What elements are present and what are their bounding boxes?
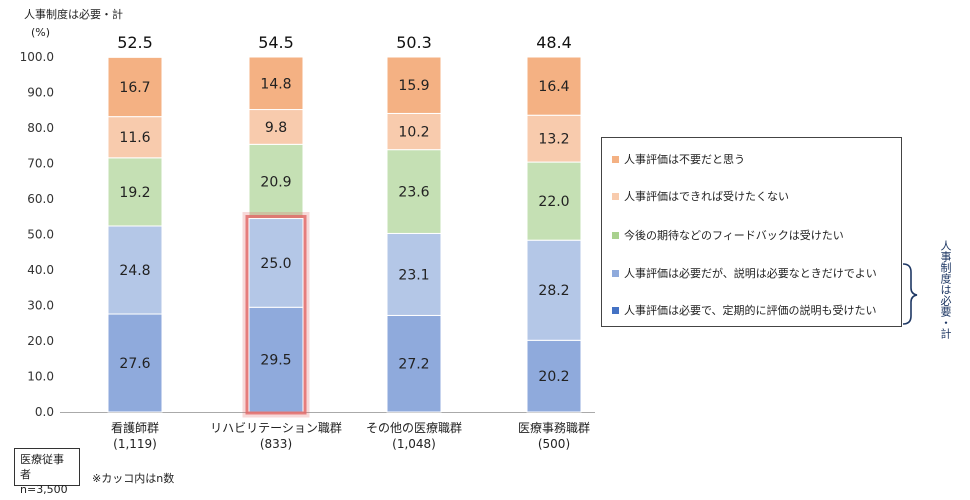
legend-swatch	[612, 155, 619, 163]
y-tick-label: 50.0	[27, 228, 54, 242]
y-tick-label: 100.0	[20, 50, 54, 64]
data-label: 14.8	[260, 76, 291, 92]
data-label: 10.2	[398, 125, 429, 141]
data-label: 13.2	[538, 132, 569, 148]
data-label: 19.2	[119, 185, 150, 201]
legend-label: 今後の期待などのフィードバックは受けたい	[624, 229, 844, 242]
bar-segment	[526, 161, 582, 241]
bar-segment	[248, 218, 304, 308]
legend-bracket	[902, 263, 918, 325]
data-label: 20.2	[538, 369, 569, 385]
legend-item-feedback: 今後の期待などのフィードバックは受けたい	[612, 226, 844, 244]
category-n-label: (833)	[260, 437, 292, 451]
data-label: 11.6	[119, 130, 150, 146]
bars-group: 27.6 24.8 19.2 11.6 16.7 52.5 29.5 25.0 20.9 9.8 1…	[107, 33, 582, 418]
axis-group: 0.0 10.0 20.0 30.0 40.0 50.0 60.0 70.0 80.0 90.0 1…	[20, 50, 595, 419]
data-label: 25.0	[260, 256, 291, 272]
data-label: 20.9	[260, 174, 291, 190]
y-tick-label: 30.0	[27, 299, 54, 313]
legend-swatch	[612, 269, 619, 277]
data-label: 23.1	[398, 267, 429, 283]
data-label: 27.2	[398, 357, 429, 373]
bar-segment	[248, 109, 304, 145]
legend-label: 人事評価は不要だと思う	[624, 153, 745, 166]
bar-segment	[107, 116, 163, 159]
sample-box: 医療従事者 n=3,500	[14, 448, 80, 496]
highlight-glow	[242, 212, 310, 418]
y-tick-label: 90.0	[27, 86, 54, 100]
bar-segment	[107, 157, 163, 227]
category-label: 医療事務職群	[518, 421, 590, 435]
data-label: 28.2	[538, 283, 569, 299]
data-label: 24.8	[119, 263, 150, 279]
bar-segment	[526, 239, 582, 341]
category-n-label: (1,119)	[113, 437, 157, 451]
sample-group: 医療従事者	[20, 453, 64, 481]
category-n-label: (1,048)	[392, 437, 436, 451]
bar-segment	[526, 339, 582, 413]
legend-label: 人事評価はできれば受けたくない	[624, 190, 789, 203]
y-tick-label: 20.0	[27, 334, 54, 348]
bar-segment	[386, 314, 442, 413]
total-label: 48.4	[536, 33, 572, 52]
highlight-box	[245, 215, 307, 415]
bracket-label: 人事制度は必要・計	[939, 240, 952, 339]
total-label: 54.5	[258, 33, 294, 52]
legend-swatch	[612, 306, 619, 314]
y-tick-label: 40.0	[27, 263, 54, 277]
category-label: 看護師群	[111, 420, 159, 435]
bar-segment	[386, 149, 442, 234]
bar-segment	[386, 232, 442, 316]
bar-segment	[526, 114, 582, 163]
y-tick-label: 0.0	[35, 405, 54, 419]
bar-segment	[107, 313, 163, 413]
legend-label: 人事評価は必要だが、説明は必要なときだけでよい	[624, 267, 877, 280]
category-n-label: (500)	[538, 437, 570, 451]
bar-segment	[248, 56, 304, 111]
bar-segment	[248, 143, 304, 220]
legend-swatch	[612, 192, 619, 200]
bar-segment	[107, 225, 163, 315]
category-label: リハビリテーション職群	[210, 421, 342, 435]
footnote: ※カッコ内はn数	[92, 472, 175, 485]
category-labels: 看護師群 (1,119) リハビリテーション職群 (833) その他の医療職群 (1,04…	[111, 420, 590, 451]
legend-item-prefer-not: 人事評価はできれば受けたくない	[612, 187, 789, 205]
legend-swatch	[612, 231, 619, 239]
bar-segment	[107, 56, 163, 118]
sample-size: n=3,500	[20, 483, 68, 496]
total-label: 50.3	[396, 33, 432, 52]
legend: 人事評価は不要だと思う 人事評価はできれば受けたくない 今後の期待などのフィード…	[601, 137, 902, 327]
data-label: 16.7	[119, 80, 150, 96]
data-label: 9.8	[265, 120, 287, 136]
y-tick-label: 10.0	[27, 370, 54, 384]
data-label: 22.0	[538, 194, 569, 210]
total-label: 52.5	[117, 33, 153, 52]
data-label: 29.5	[260, 353, 291, 369]
legend-label: 人事評価は必要で、定期的に評価の説明も受けたい	[624, 304, 877, 317]
data-label: 15.9	[398, 78, 429, 94]
bar-segment	[248, 306, 304, 413]
unit-label: (%)	[31, 26, 51, 39]
bar-segment	[386, 56, 442, 114]
chart-title: 人事制度は必要・計	[24, 8, 123, 21]
data-label: 16.4	[538, 79, 569, 95]
y-tick-label: 70.0	[27, 157, 54, 171]
legend-item-needed-when-necessary: 人事評価は必要だが、説明は必要なときだけでよい	[612, 264, 877, 282]
data-label: 27.6	[119, 356, 150, 372]
y-tick-label: 80.0	[27, 121, 54, 135]
category-label: その他の医療職群	[366, 421, 462, 435]
data-label: 23.6	[398, 185, 429, 201]
bar-segment	[526, 56, 582, 116]
legend-item-needed-regularly: 人事評価は必要で、定期的に評価の説明も受けたい	[612, 301, 877, 319]
y-tick-label: 60.0	[27, 192, 54, 206]
legend-item-not-needed: 人事評価は不要だと思う	[612, 150, 745, 168]
